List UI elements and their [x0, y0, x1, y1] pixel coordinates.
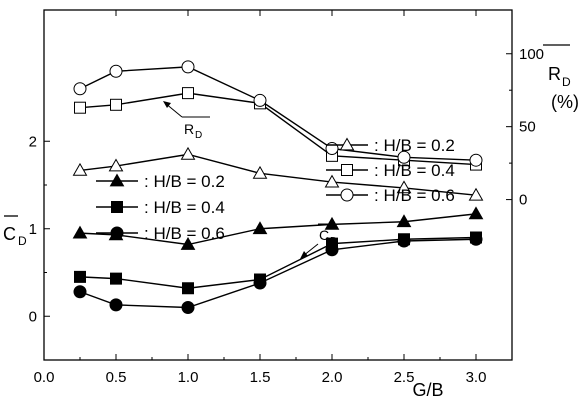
cd-data-point [72, 225, 88, 239]
cd-legend-marker [109, 173, 125, 187]
cd-legend-label: : H/B = 0.2 [144, 172, 225, 191]
rd-legend-marker [339, 137, 355, 151]
x-tick-label: 0.0 [34, 369, 55, 386]
rd-data-point [396, 180, 412, 194]
cd-series-line [79, 236, 477, 289]
legend-cd: : H/B = 0.2 : H/B = 0.4 : H/B = 0.6 [96, 172, 225, 243]
rd-data-point [108, 158, 124, 172]
annotation-cd-arrowhead [300, 251, 308, 259]
right-y-label-main: R [548, 64, 561, 84]
x-tick-label: 3.0 [466, 369, 487, 386]
annotation-rd: R D [163, 101, 210, 141]
right-y-tick-label: 100 [519, 46, 544, 63]
cd-data-point [253, 276, 267, 290]
rd-legend-label: : H/B = 0.2 [374, 136, 455, 155]
cd-data-point [468, 206, 484, 220]
x-tick-label: 1.0 [178, 369, 199, 386]
right-y-tick-label: 0 [519, 192, 527, 209]
cd-data-point [181, 301, 195, 314]
left-y-tick-label: 1 [29, 221, 37, 238]
rd-legend-label: : H/B = 0.6 [374, 186, 455, 205]
left-y-label-main: C [3, 224, 16, 244]
rd-legend-label: : H/B = 0.4 [374, 161, 455, 180]
x-tick-label: 1.5 [250, 369, 271, 386]
axis-ticks: 0.0 0.5 1.0 1.5 2.0 2.5 3.0 0 1 2 0 50 100 [29, 10, 544, 386]
left-y-label-sub: D [18, 234, 27, 248]
rd-data-point [72, 162, 88, 176]
annotation-rd-sub: D [195, 130, 202, 141]
cd-data-point [325, 243, 339, 257]
x-tick-label: 2.5 [394, 369, 415, 386]
rd-data-point [253, 93, 267, 107]
cd-series-line [79, 238, 477, 309]
cd-data-point [180, 236, 196, 250]
rd-data-point [74, 101, 86, 114]
cd-data-point [74, 270, 86, 283]
cd-data-point [109, 298, 123, 312]
rd-legend-marker [341, 164, 353, 176]
cd-data-point [396, 214, 412, 228]
right-y-axis-label: R D (%) [543, 44, 579, 112]
cd-data-point [469, 232, 483, 246]
rd-data-point [468, 187, 484, 201]
rd-data-point [109, 64, 123, 78]
annotation-rd-main: R [184, 121, 194, 137]
legend-rd: : H/B = 0.2 : H/B = 0.4 : H/B = 0.6 [326, 136, 455, 205]
cd-data-point [252, 221, 268, 235]
rd-data-point [73, 82, 87, 96]
left-y-tick-label: 0 [29, 308, 37, 325]
cd-legend-marker [111, 201, 123, 213]
right-y-label-unit: (%) [551, 92, 579, 112]
series-layer [72, 60, 484, 314]
rd-data-point [182, 87, 194, 100]
cd-data-point [324, 216, 340, 230]
rd-legend-marker [340, 188, 354, 202]
cd-data-point [73, 285, 87, 299]
x-tick-label: 2.0 [322, 369, 343, 386]
cd-legend-marker [110, 226, 124, 240]
left-y-axis-label: C D [3, 215, 27, 248]
cd-legend-label: : H/B = 0.6 [144, 224, 225, 243]
annotation-rd-arrowhead [163, 101, 171, 108]
rd-data-point [397, 150, 411, 164]
annotation-cd-main: C [319, 227, 329, 243]
cd-data-point [397, 234, 411, 248]
x-tick-label: 0.5 [106, 369, 127, 386]
left-y-tick-label: 2 [29, 133, 37, 150]
x-axis-label: G/B [412, 380, 443, 400]
cd-data-point [110, 272, 122, 285]
rd-data-point [110, 98, 122, 111]
cd-data-point [182, 282, 194, 295]
cd-legend-label: : H/B = 0.4 [144, 198, 225, 217]
rd-data-point [180, 146, 196, 160]
rd-data-point [181, 60, 195, 74]
cd-series-line [79, 213, 477, 246]
rd-data-point [469, 153, 483, 167]
rd-data-point [252, 165, 268, 179]
right-y-label-sub: D [562, 75, 571, 89]
rd-data-point [324, 174, 340, 188]
right-y-tick-label: 50 [519, 119, 536, 136]
